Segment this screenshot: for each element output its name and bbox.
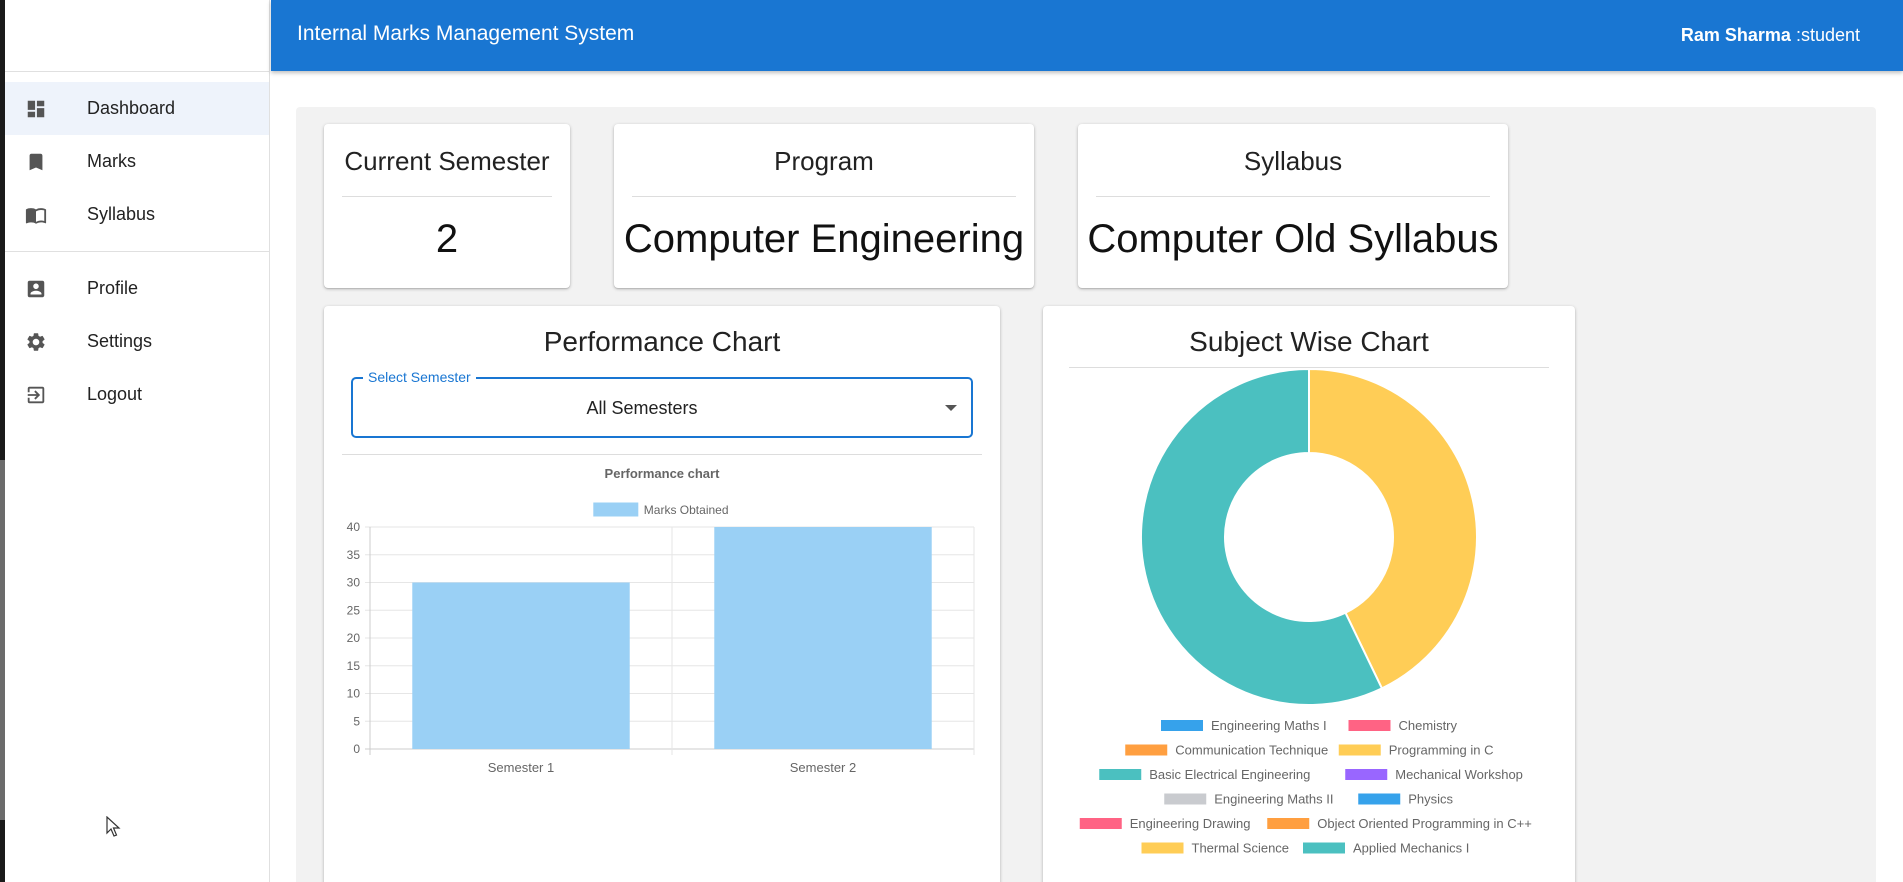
current-semester-value: 2 [435,217,459,261]
sidebar-item-logout[interactable]: Logout [5,368,269,421]
user-info: Ram Sharma :student [1681,25,1860,46]
program-card: Program Computer Engineering [614,124,1034,288]
legend-label[interactable]: Basic Electrical Engineering [1149,767,1310,782]
y-tick-label: 15 [347,659,361,673]
syllabus-title: Syllabus [1243,146,1343,176]
syllabus-value: Computer Old Syllabus [1087,217,1499,261]
app-title: Internal Marks Management System [297,22,635,45]
sidebar-item-settings[interactable]: Settings [5,315,269,368]
sidebar-item-label: Dashboard [87,98,176,118]
window-edge [0,0,5,882]
legend-swatch[interactable] [1164,793,1207,805]
sidebar-item-label: Syllabus [87,204,156,224]
gear-icon [23,329,49,355]
y-tick-label: 35 [347,548,361,562]
legend-swatch[interactable] [1345,769,1388,780]
sidebar-item-marks[interactable]: Marks [5,135,269,188]
sidebar-secondary-group: Profile Settings Logout [5,251,269,421]
main-content: Current Semester 2 Program Computer Engi… [296,107,1876,882]
legend-swatch[interactable] [1303,842,1345,854]
subject-chart-card: Subject Wise Chart Engineering Maths I Ch… [1043,306,1575,882]
legend-swatch[interactable] [1099,769,1142,780]
legend-label[interactable]: Chemistry [1399,718,1458,733]
y-tick-label: 40 [347,520,361,534]
x-tick-label: Semester 1 [488,760,554,775]
legend-swatch[interactable] [1161,720,1203,731]
legend-swatch[interactable] [1358,793,1401,805]
legend-label[interactable]: Programming in C [1389,743,1494,758]
bookmark-icon [23,149,49,175]
legend-label[interactable]: Physics [1408,792,1453,807]
y-tick-label: 20 [347,631,361,645]
subject-chart-title: Subject Wise Chart [1189,326,1429,357]
sidebar-brand [5,0,269,72]
y-tick-label: 30 [347,576,361,590]
sidebar: Dashboard Marks Syllabus Profile Setti [5,0,270,882]
sidebar-item-label: Settings [87,331,153,351]
legend-swatch[interactable] [1348,720,1391,731]
user-name: Ram Sharma [1680,25,1791,45]
semester-select-label: Select Semester [363,369,476,385]
account-box-icon [23,276,49,302]
legend-label[interactable]: Applied Mechanics I [1353,841,1469,856]
y-tick-label: 0 [353,742,360,756]
y-tick-label: 25 [347,603,361,617]
legend-swatch[interactable] [1141,842,1184,854]
donut-slice[interactable] [1140,369,1384,706]
subject-donut-chart: Engineering Maths I Chemistry Communicatio… [1079,369,1532,856]
app-bar: Internal Marks Management System Ram Sha… [271,0,1903,71]
sidebar-item-profile[interactable]: Profile [5,262,269,315]
semester-select-value: All Semesters [586,398,698,418]
sidebar-item-label: Marks [87,151,136,171]
program-title: Program [774,146,874,176]
legend-swatch[interactable] [1125,744,1168,756]
current-semester-title: Current Semester [344,146,550,176]
performance-chart-card: Performance Chart Select Semester All Se… [324,306,1000,882]
sidebar-item-dashboard[interactable]: Dashboard [5,82,269,135]
chevron-down-icon [945,405,957,411]
legend-swatch[interactable] [1079,818,1122,829]
legend-label[interactable]: Engineering Maths II [1214,792,1333,807]
bar[interactable] [714,527,932,749]
mouse-cursor-icon [106,816,121,837]
program-value: Computer Engineering [623,217,1025,261]
legend-swatch[interactable] [1338,744,1381,756]
logout-icon [23,382,49,408]
sidebar-item-label: Logout [87,384,143,404]
syllabus-card: Syllabus Computer Old Syllabus [1078,124,1508,288]
legend-label[interactable]: Engineering Drawing [1130,816,1251,831]
donut-slice[interactable] [1308,369,1478,690]
performance-bar-chart: Performance chart Marks Obtained 0 5 10 15 20 2… [347,466,975,775]
y-tick-label: 10 [347,687,361,701]
bar[interactable] [412,582,630,750]
legend-swatch[interactable] [593,502,639,517]
legend-swatch[interactable] [1267,818,1310,829]
legend-label[interactable]: Engineering Maths I [1211,718,1327,733]
legend-label[interactable]: Thermal Science [1192,841,1290,856]
y-tick-label: 5 [353,714,360,728]
user-role: :student [1795,25,1860,45]
dashboard-icon [23,96,49,122]
legend-label[interactable]: Mechanical Workshop [1395,767,1523,782]
bar-chart-title: Performance chart [605,466,721,481]
performance-chart-title: Performance Chart [543,326,781,357]
legend-label[interactable]: Object Oriented Programming in C++ [1317,816,1532,831]
semester-select[interactable]: Select Semester All Semesters [351,369,973,438]
legend-label[interactable]: Marks Obtained [644,503,729,517]
legend-label[interactable]: Communication Technique [1175,743,1328,758]
sidebar-item-syllabus[interactable]: Syllabus [5,188,269,241]
sidebar-primary-group: Dashboard Marks Syllabus [5,72,269,241]
current-semester-card: Current Semester 2 [324,124,570,288]
x-tick-label: Semester 2 [790,760,856,775]
sidebar-item-label: Profile [87,278,139,298]
book-icon [23,202,49,228]
